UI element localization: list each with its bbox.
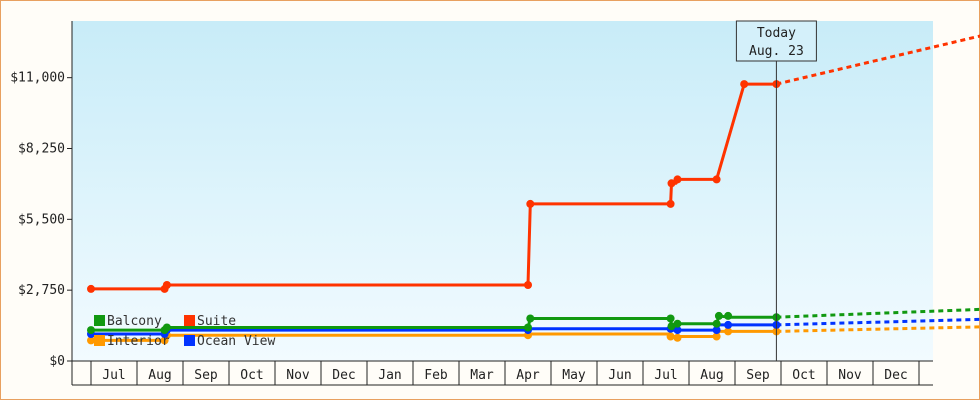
legend-label-balcony: Balcony xyxy=(107,314,162,329)
data-point-interior[interactable] xyxy=(87,336,95,345)
y-tick-label: $2,750 xyxy=(18,283,65,298)
data-point-balcony[interactable] xyxy=(666,314,675,323)
y-tick-label: $8,250 xyxy=(18,142,65,157)
x-tick-label-oct: Oct xyxy=(240,368,263,383)
data-point-ocean-view[interactable] xyxy=(724,320,733,329)
x-tick-label-jan: Jan xyxy=(378,368,401,383)
y-tick-label: $0 xyxy=(49,354,65,369)
forecast-line-interior xyxy=(776,325,980,333)
today-date: Aug. 23 xyxy=(749,44,804,59)
legend-label-ocean-view: Ocean View xyxy=(197,334,275,349)
data-point-balcony[interactable] xyxy=(673,319,682,328)
y-tick-label: $5,500 xyxy=(18,212,65,227)
x-tick-label-aug: Aug xyxy=(148,368,171,383)
data-point-suite[interactable] xyxy=(162,281,171,289)
data-point-balcony[interactable] xyxy=(524,323,532,332)
x-tick-label-nov: Nov xyxy=(838,368,862,383)
data-point-balcony[interactable] xyxy=(712,319,721,328)
today-label: Today xyxy=(757,26,796,41)
data-point-interior[interactable] xyxy=(666,332,675,341)
data-point-balcony[interactable] xyxy=(162,323,171,332)
data-point-balcony[interactable] xyxy=(724,311,733,320)
data-point-suite[interactable] xyxy=(740,80,749,89)
forecast-line-balcony xyxy=(776,307,980,319)
x-tick-label-oct: Oct xyxy=(792,368,815,383)
data-point-interior[interactable] xyxy=(712,332,721,341)
data-point-interior[interactable] xyxy=(673,333,682,342)
x-tick-label-nov: Nov xyxy=(286,368,310,383)
x-tick-label-feb: Feb xyxy=(424,368,448,383)
x-tick-label-jul: Jul xyxy=(102,368,125,383)
today-label-box xyxy=(735,20,817,62)
data-point-ocean-view[interactable] xyxy=(712,326,721,335)
x-tick-label-jul: Jul xyxy=(654,368,677,383)
x-tick-label-sep: Sep xyxy=(746,368,770,383)
data-point-suite[interactable] xyxy=(524,281,532,289)
forecast-line-suite xyxy=(776,34,980,86)
data-point-balcony[interactable] xyxy=(526,314,535,323)
legend-swatch-suite xyxy=(184,315,195,326)
data-point-balcony[interactable] xyxy=(87,326,95,335)
data-point-balcony[interactable] xyxy=(667,322,676,331)
data-point-suite[interactable] xyxy=(673,175,682,184)
forecast-line-ocean-view xyxy=(776,317,980,327)
data-point-suite[interactable] xyxy=(712,175,721,184)
x-tick-label-sep: Sep xyxy=(194,368,218,383)
plot-area xyxy=(72,21,933,361)
x-tick-label-may: May xyxy=(562,368,586,383)
legend-swatch-interior xyxy=(94,335,105,346)
data-point-suite[interactable] xyxy=(87,284,95,293)
x-tick-label-apr: Apr xyxy=(516,368,540,383)
data-point-suite[interactable] xyxy=(526,199,535,208)
x-tick-label-jun: Jun xyxy=(608,368,631,383)
legend-label-interior: Interior xyxy=(107,334,170,349)
data-point-suite[interactable] xyxy=(666,199,675,208)
data-point-interior[interactable] xyxy=(724,327,733,336)
x-tick-label-aug: Aug xyxy=(700,368,723,383)
data-point-suite[interactable] xyxy=(667,179,676,188)
y-tick-label: $11,000 xyxy=(10,71,65,86)
data-point-balcony[interactable] xyxy=(714,311,723,320)
data-point-ocean-view[interactable] xyxy=(673,326,682,335)
x-tick-label-dec: Dec xyxy=(884,368,907,383)
legend-swatch-balcony xyxy=(94,315,105,326)
legend-swatch-ocean-view xyxy=(184,335,195,346)
legend-label-suite: Suite xyxy=(197,314,236,329)
x-tick-label-dec: Dec xyxy=(332,368,355,383)
x-tick-label-mar: Mar xyxy=(470,368,494,383)
